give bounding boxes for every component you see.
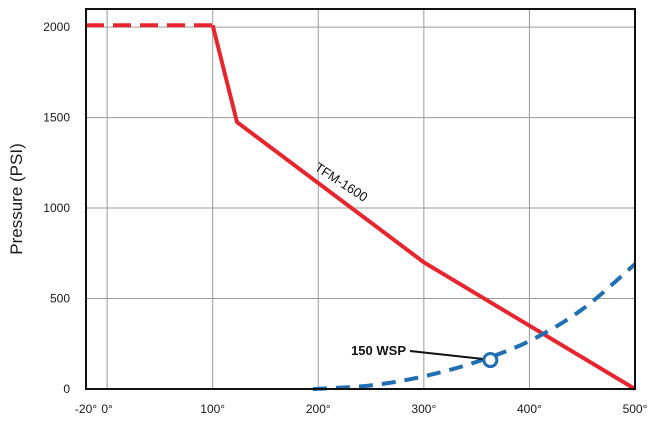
y-axis-ticks: 0 500 1000 1500 2000 [43,20,70,396]
series-line-wsp-dashed [312,262,637,391]
y-axis-label: Pressure (PSI) [7,143,26,254]
x-tick-label: 100° [200,402,225,416]
wsp-callout-label: 150 WSP [351,343,406,358]
x-axis-ticks: -20° 0° 100° 200° 300° 400° 500° [75,402,648,416]
x-tick-label: -20° [75,402,97,416]
x-tick-label: 500° [623,402,648,416]
x-tick-label: 0° [101,402,113,416]
chart-lines [86,23,637,391]
y-tick-label: 500 [50,292,70,306]
y-tick-label: 2000 [43,20,70,34]
wsp-point-marker [482,352,499,369]
x-tick-label: 400° [517,402,542,416]
y-tick-label: 0 [63,382,70,396]
wsp-callout-leader [409,350,484,361]
y-tick-label: 1500 [43,111,70,125]
chart-grid [86,9,635,389]
y-tick-label: 1000 [43,201,70,215]
series-line-tfm-1600-solid [210,24,637,391]
plot-frame [85,8,636,390]
x-tick-label: 300° [411,402,436,416]
x-tick-label: 200° [306,402,331,416]
